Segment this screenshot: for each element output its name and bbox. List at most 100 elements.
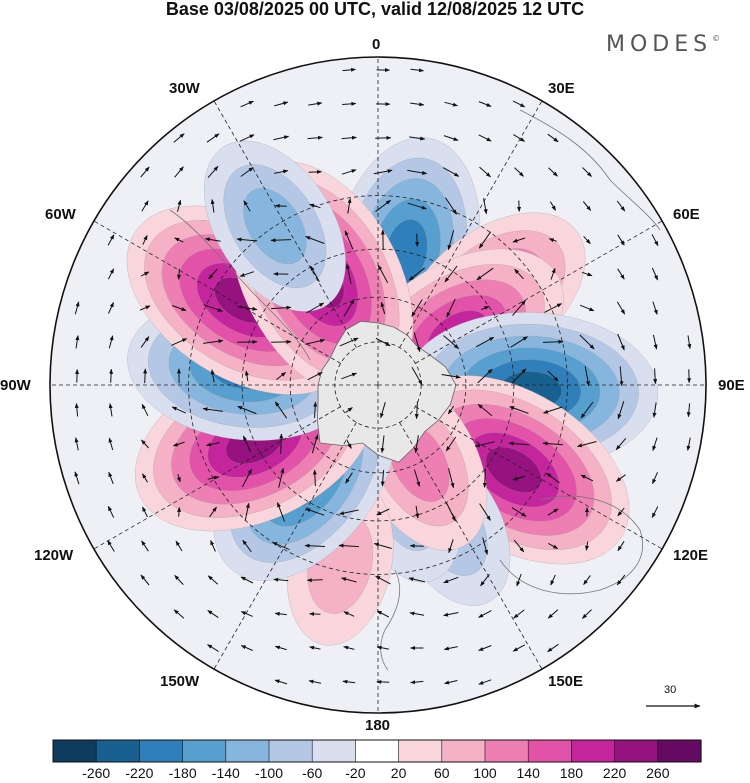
wind-arrow — [377, 264, 389, 284]
wind-arrow — [413, 332, 421, 353]
wind-arrow — [237, 306, 258, 311]
wind-arrow — [240, 100, 254, 108]
wind-arrow — [239, 271, 255, 277]
wind-arrow — [443, 576, 459, 584]
australia-outline — [499, 495, 643, 595]
wind-arrow — [210, 369, 215, 383]
wind-arrow — [140, 574, 150, 586]
wind-arrow — [375, 337, 391, 347]
wind-arrow — [447, 405, 455, 415]
wind-arrow — [107, 268, 115, 280]
wind-arrow — [339, 337, 359, 347]
wind-arrow — [274, 611, 287, 616]
wind-arrow — [511, 368, 527, 384]
wind-arrow — [311, 434, 319, 454]
wind-arrow — [273, 135, 290, 141]
wind-arrow — [407, 169, 428, 175]
colorbar-swatch — [398, 739, 443, 763]
wind-arrow — [443, 646, 458, 651]
colorbar-swatch — [571, 739, 616, 763]
lon-label-120e: 120E — [673, 547, 709, 564]
wind-arrow — [345, 472, 353, 484]
wind-arrow — [140, 166, 150, 178]
wind-arrow — [204, 237, 221, 242]
wind-arrow — [107, 234, 115, 246]
wind-arrow — [581, 271, 593, 277]
wind-arrow — [342, 101, 357, 106]
wind-arrow — [307, 135, 323, 140]
wind-arrow — [543, 406, 563, 414]
wind-arrow — [652, 301, 658, 315]
brand-name: MODES — [606, 32, 713, 57]
wind-arrow — [542, 339, 564, 344]
wind-arrow — [510, 336, 528, 348]
wind-arrow — [478, 679, 492, 685]
wind-arrow — [585, 541, 589, 551]
wind-arrow — [272, 541, 290, 551]
wind-arrow — [74, 471, 80, 485]
wind-arrow — [414, 469, 421, 487]
wind-arrow — [207, 575, 219, 585]
wind-arrow — [241, 468, 253, 488]
wind-arrow — [313, 401, 318, 418]
wind-arrow — [242, 435, 252, 453]
colorbar-swatch — [484, 739, 529, 763]
wind-arrow — [478, 101, 492, 107]
wind-arrow — [240, 167, 254, 177]
lon-label-0: 0 — [372, 36, 381, 53]
wind-arrow — [409, 611, 425, 616]
wind-arrow — [512, 475, 526, 481]
wind-arrow — [338, 543, 360, 548]
wind-arrow — [375, 575, 391, 585]
colorbar-tick-label: -100 — [254, 765, 284, 781]
wind-arrow — [208, 268, 218, 280]
wind-arrow — [584, 366, 590, 387]
wind-arrow — [344, 230, 354, 250]
wind-arrow — [270, 339, 292, 344]
wind-arrow — [343, 611, 355, 617]
wind-arrow — [542, 441, 564, 446]
wind-arrow — [444, 265, 458, 283]
colorbar-swatch — [657, 739, 702, 763]
colorbar-swatch — [614, 739, 659, 763]
wind-arrow — [376, 645, 389, 650]
wind-arrow — [380, 435, 385, 454]
wind-arrow — [652, 402, 657, 418]
wind-arrow — [443, 135, 459, 141]
wind-arrow — [346, 439, 352, 449]
wind-arrow — [651, 267, 659, 281]
wind-arrow — [74, 301, 80, 315]
wind-arrow — [310, 265, 320, 283]
wind-arrow — [305, 338, 326, 345]
modes-logo: MODES© — [606, 32, 720, 57]
wind-arrow — [207, 475, 219, 480]
wind-arrow — [477, 368, 493, 384]
meridian-line — [213, 100, 357, 348]
wind-arrow — [278, 467, 285, 488]
wind-arrow — [582, 201, 592, 211]
wind-arrow — [516, 573, 522, 587]
wind-arrow — [410, 680, 424, 685]
colorbar-tick-label: -60 — [302, 765, 323, 781]
colorbar-swatch — [268, 739, 313, 763]
wind-arrow — [308, 101, 323, 106]
wind-arrow — [341, 169, 357, 175]
wind-arrow — [480, 305, 490, 311]
wind-arrow — [347, 198, 352, 214]
colorbar-swatch — [441, 739, 486, 763]
colorbar-tick-label: -260 — [82, 765, 111, 781]
meridian-line — [93, 220, 341, 364]
wind-arrow — [108, 471, 114, 484]
map-disc — [50, 57, 706, 713]
wind-arrow — [239, 134, 255, 142]
wind-arrow — [512, 644, 526, 652]
colorbar-frame — [52, 739, 702, 763]
wind-arrow — [176, 473, 181, 483]
wind-arrow — [448, 468, 455, 489]
wind-arrow — [236, 237, 258, 242]
wind-arrow — [277, 502, 285, 522]
wind-arrow — [509, 406, 529, 414]
wind-arrow — [139, 305, 151, 311]
wind-arrow — [514, 268, 524, 280]
